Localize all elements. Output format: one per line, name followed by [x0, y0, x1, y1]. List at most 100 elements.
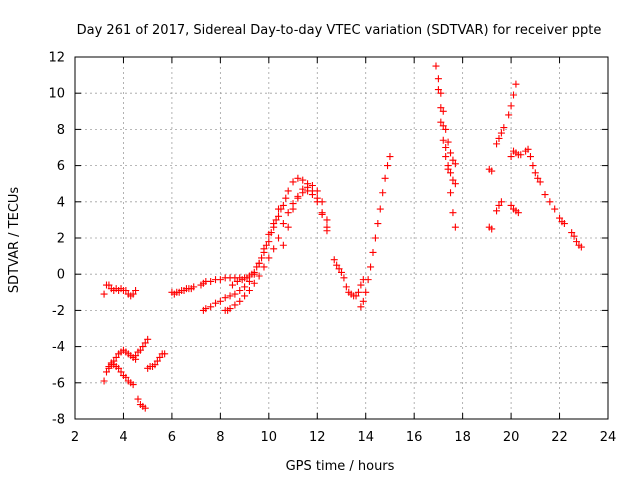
x-tick-label: 2: [71, 430, 79, 445]
series-seg03: [105, 361, 137, 389]
data-point: [272, 216, 280, 224]
data-point: [451, 180, 459, 188]
data-point: [141, 339, 149, 347]
data-point: [497, 129, 505, 137]
data-point: [279, 201, 287, 209]
y-tick-label: -8: [52, 413, 65, 428]
y-tick-label: 0: [57, 268, 65, 283]
data-point: [556, 214, 564, 222]
data-point: [212, 299, 220, 307]
data-point: [512, 80, 520, 88]
data-point: [335, 265, 343, 273]
data-point: [439, 122, 447, 130]
series-seg05: [134, 395, 149, 412]
data-point: [352, 292, 360, 300]
series-seg17: [437, 118, 459, 188]
y-tick-label: 6: [57, 159, 65, 174]
data-point: [141, 404, 149, 412]
data-point: [447, 189, 455, 197]
data-point: [262, 241, 270, 249]
y-axis-label: SDTVAR / TECUs: [7, 187, 22, 294]
data-point: [379, 189, 387, 197]
data-point: [371, 234, 379, 242]
data-point: [449, 176, 457, 184]
data-point: [117, 368, 125, 376]
series-seg16: [434, 86, 459, 231]
y-tick-label: 4: [57, 195, 65, 210]
chart-title: Day 261 of 2017, Sidereal Day-to-day VTE…: [77, 23, 602, 38]
data-point: [102, 368, 110, 376]
data-point: [439, 107, 447, 115]
data-point: [250, 279, 258, 287]
data-point: [245, 277, 253, 285]
data-point: [289, 178, 297, 186]
data-point: [437, 89, 445, 97]
x-tick-label: 24: [600, 430, 617, 445]
data-point: [153, 357, 161, 365]
data-point: [364, 276, 372, 284]
data-point: [243, 274, 251, 282]
data-point: [323, 216, 331, 224]
data-point: [333, 261, 341, 269]
data-point: [384, 162, 392, 170]
data-point: [139, 343, 147, 351]
data-point: [536, 178, 544, 186]
x-tick-label: 6: [168, 430, 176, 445]
data-point: [115, 364, 123, 372]
data-point: [207, 277, 215, 285]
data-point: [228, 281, 236, 289]
series-seg04: [132, 335, 152, 360]
data-point: [105, 281, 113, 289]
data-point: [568, 229, 576, 237]
data-point: [248, 270, 256, 278]
data-point: [541, 191, 549, 199]
data-point: [340, 274, 348, 282]
data-point: [284, 223, 292, 231]
data-point: [497, 198, 505, 206]
x-tick-label: 22: [551, 430, 568, 445]
data-point: [439, 136, 447, 144]
data-point: [112, 353, 120, 361]
series-seg15: [432, 62, 459, 168]
data-point: [275, 212, 283, 220]
data-point: [226, 292, 234, 300]
data-point: [546, 198, 554, 206]
data-point: [233, 277, 241, 285]
data-point: [531, 169, 539, 177]
data-point: [277, 205, 285, 213]
data-point: [534, 174, 542, 182]
data-point: [304, 183, 312, 191]
data-point: [357, 281, 365, 289]
data-point: [442, 144, 450, 151]
data-point: [282, 194, 290, 202]
x-tick-label: 4: [119, 430, 127, 445]
data-point: [275, 234, 283, 242]
data-point: [367, 263, 375, 271]
data-point: [105, 364, 113, 372]
x-tick-label: 20: [503, 430, 520, 445]
data-point: [357, 303, 365, 311]
data-point: [447, 169, 455, 177]
data-point: [100, 377, 108, 385]
data-point: [330, 256, 338, 264]
y-tick-label: -6: [52, 376, 65, 391]
data-point: [493, 207, 501, 215]
data-point: [299, 185, 307, 193]
data-points: [100, 62, 585, 412]
series-seg02: [100, 346, 140, 385]
data-point: [299, 176, 307, 184]
series-seg14: [357, 153, 394, 311]
data-point: [526, 153, 534, 161]
data-point: [374, 220, 382, 228]
data-point: [216, 297, 224, 305]
data-point: [231, 290, 239, 298]
data-point: [207, 303, 215, 311]
x-axis-label: GPS time / hours: [286, 459, 395, 474]
data-point: [236, 286, 244, 294]
series-seg10: [221, 187, 331, 314]
data-point: [493, 140, 501, 148]
series-seg19: [493, 124, 508, 215]
series-seg11: [228, 194, 290, 289]
y-tick-label: 2: [57, 232, 65, 247]
